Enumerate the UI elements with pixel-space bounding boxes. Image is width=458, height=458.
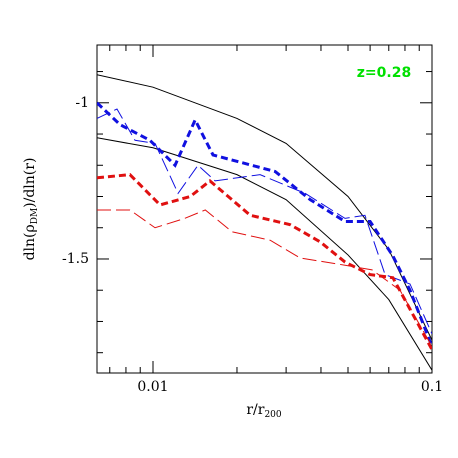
series-line [97, 108, 432, 335]
series-line [97, 74, 432, 341]
y-label-end: )/dln(r) [22, 158, 38, 208]
x-axis-label: r/r200 [246, 402, 282, 420]
y-label-main: dln(ρ [22, 224, 38, 260]
y-tick-label: -1.5 [62, 251, 89, 267]
y-tick-label: -1 [75, 95, 89, 111]
x-tick-label: 0.1 [421, 379, 443, 395]
y-label-sub: DM [30, 208, 40, 224]
annotation: z=0.28 [357, 65, 411, 81]
series-line [97, 137, 432, 371]
x-label-sub: 200 [264, 410, 281, 420]
series-line [97, 173, 432, 351]
y-axis-label: dln(ρDM)/dln(r) [22, 158, 40, 261]
x-tick-label: 0.01 [137, 379, 168, 395]
series-line [97, 101, 432, 347]
plot-frame [96, 44, 433, 374]
series-line [97, 209, 432, 347]
x-label-main: r/r [246, 402, 264, 418]
